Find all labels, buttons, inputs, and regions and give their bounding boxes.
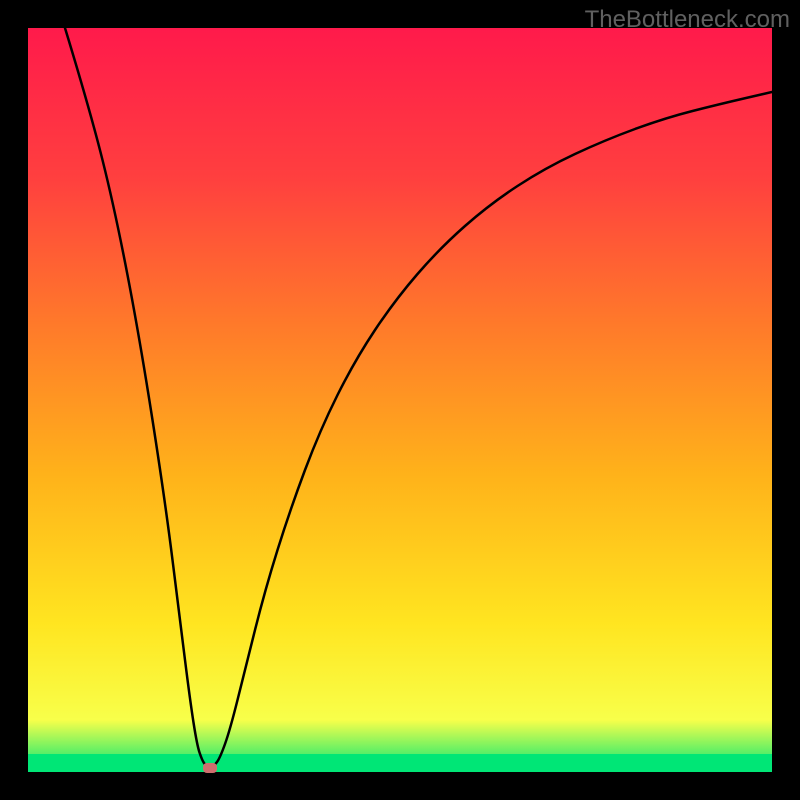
plot-area (28, 28, 772, 772)
chart-container: TheBottleneck.com (0, 0, 800, 800)
watermark-text: TheBottleneck.com (585, 6, 790, 34)
minimum-marker (203, 763, 217, 773)
bottleneck-curve (65, 28, 772, 768)
curve-svg (28, 28, 772, 772)
